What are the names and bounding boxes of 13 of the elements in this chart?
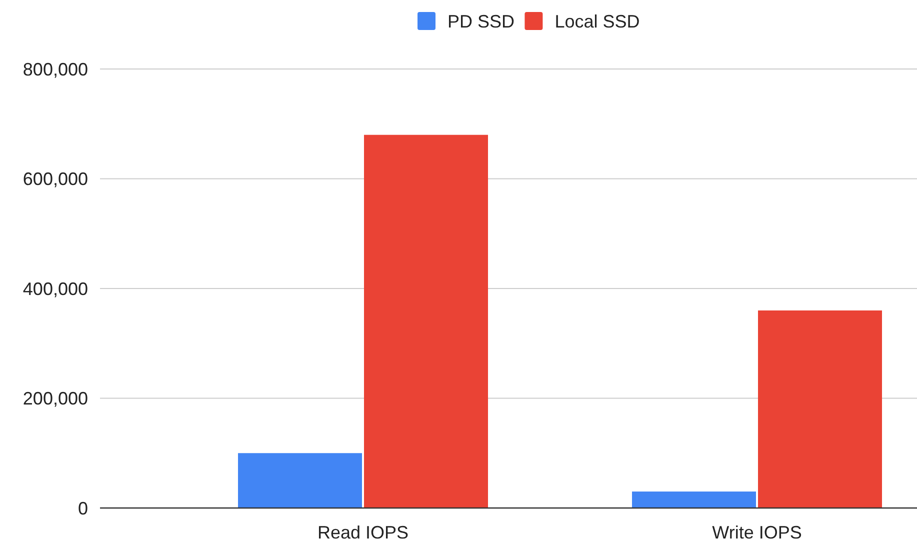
y-tick-label: 200,000	[22, 388, 88, 409]
x-tick-label: Read IOPS	[317, 522, 409, 540]
bar	[758, 310, 882, 508]
y-tick-label: 0	[78, 498, 88, 518]
y-tick-label: 600,000	[22, 169, 88, 190]
bar	[632, 492, 756, 508]
bar	[364, 134, 488, 508]
y-tick-label: 400,000	[22, 278, 88, 299]
y-tick-label: 800,000	[22, 59, 88, 80]
legend-label: Local SSD	[554, 11, 640, 32]
legend-label: PD SSD	[448, 11, 515, 32]
x-tick-label: Write IOPS	[712, 522, 802, 540]
bar	[238, 453, 362, 508]
